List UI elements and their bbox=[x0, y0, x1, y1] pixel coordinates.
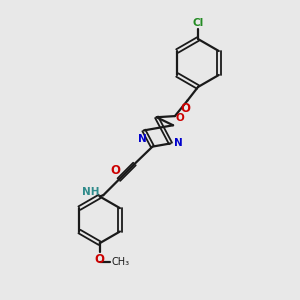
Text: N: N bbox=[138, 134, 146, 144]
Text: CH₃: CH₃ bbox=[112, 257, 130, 267]
Text: N: N bbox=[174, 138, 183, 148]
Text: O: O bbox=[176, 113, 184, 123]
Text: O: O bbox=[181, 102, 191, 115]
Text: Cl: Cl bbox=[192, 18, 204, 28]
Text: O: O bbox=[95, 254, 105, 266]
Text: NH: NH bbox=[82, 187, 100, 197]
Text: O: O bbox=[110, 164, 120, 177]
